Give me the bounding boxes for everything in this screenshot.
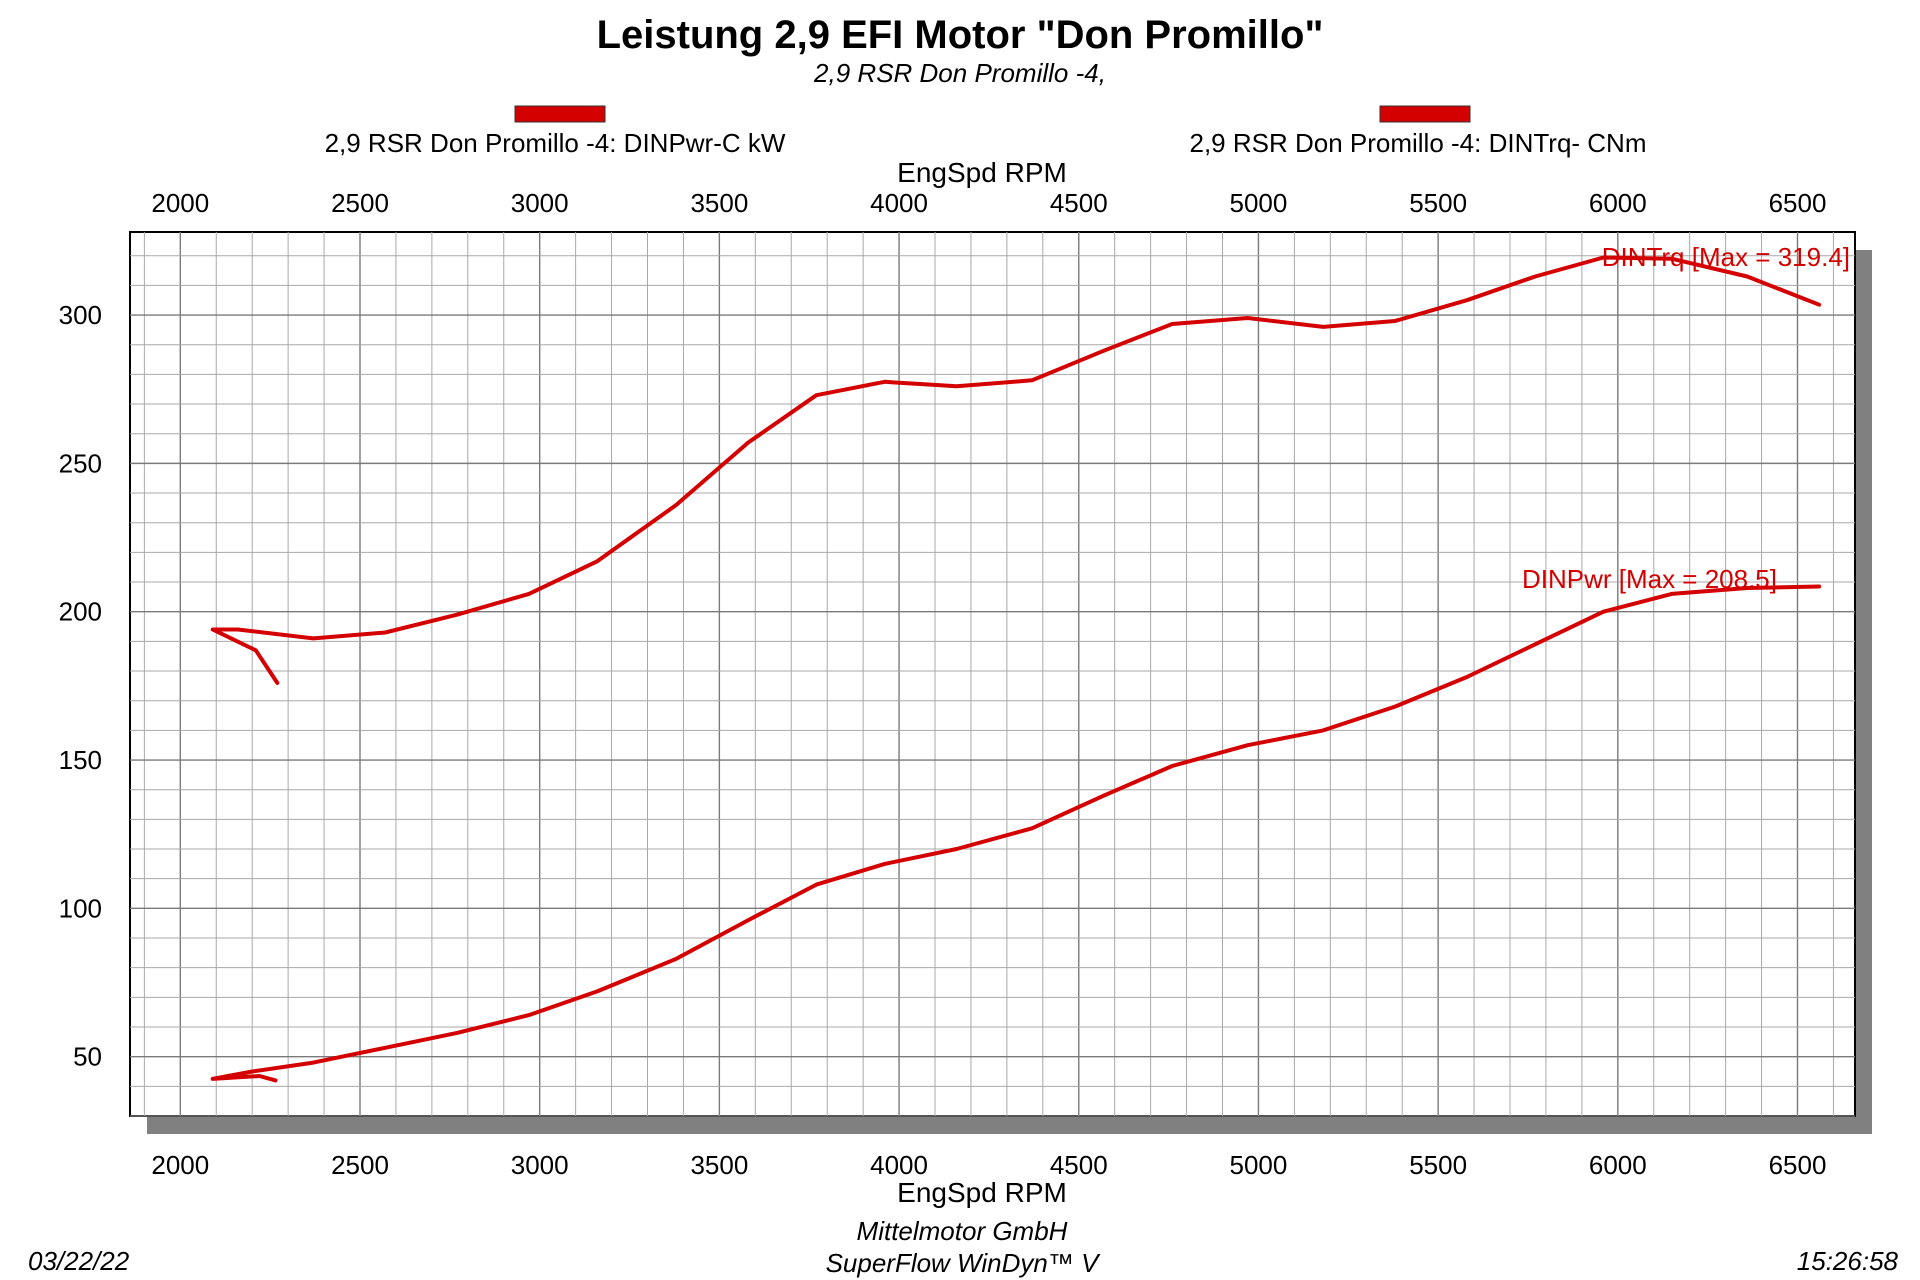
legend-swatch-torque [1379,105,1471,123]
series-line-power [210,584,1822,1083]
x-tick-label-top: 5500 [1409,188,1467,218]
x-tick-label-bottom: 2000 [151,1150,209,1180]
chart-subtitle: 2,9 RSR Don Promillo -4, [813,58,1106,88]
y-tick-label: 100 [59,893,102,923]
max-label-torque: DINTrq [Max = 319.4] [1602,242,1850,272]
x-tick-label-bottom: 3000 [511,1150,569,1180]
footer-time: 15:26:58 [1797,1246,1899,1276]
x-tick-label-bottom: 4500 [1050,1150,1108,1180]
tick-labels: 2000 2000 2500 2500 3000 3000 3500 3500 4000 4000… [59,188,1827,1180]
y-tick-label: 150 [59,745,102,775]
chart-title: Leistung 2,9 EFI Motor "Don Promillo" [597,13,1324,57]
max-label-power: DINPwr [Max = 208.5] [1522,564,1777,594]
x-tick-label-top: 3500 [690,188,748,218]
x-tick-label-bottom: 6000 [1589,1150,1647,1180]
x-tick-label-bottom: 5000 [1230,1150,1288,1180]
footer-software: SuperFlow WinDyn™ V [826,1248,1102,1278]
legend-swatch-power [514,105,606,123]
x-tick-label-top: 5000 [1230,188,1288,218]
x-axis-title-bottom: EngSpd RPM [897,1177,1067,1208]
x-tick-label-top: 2500 [331,188,389,218]
legend-label-power: 2,9 RSR Don Promillo -4: DINPwr-C kW [325,128,786,158]
y-tick-label: 250 [59,448,102,478]
x-tick-label-bottom: 2500 [331,1150,389,1180]
y-tick-label: 200 [59,597,102,627]
grid [130,232,1855,1117]
series-lines [210,255,1822,1083]
x-tick-label-bottom: 3500 [690,1150,748,1180]
x-tick-label-top: 6000 [1589,188,1647,218]
footer-company: Mittelmotor GmbH [857,1216,1068,1246]
x-tick-label-top: 3000 [511,188,569,218]
footer-date: 03/22/22 [28,1246,130,1276]
y-tick-label: 300 [59,300,102,330]
x-tick-label-bottom: 5500 [1409,1150,1467,1180]
series-line-torque [210,255,1822,685]
y-tick-label: 50 [73,1042,102,1072]
x-tick-label-top: 2000 [151,188,209,218]
x-tick-label-bottom: 4000 [870,1150,928,1180]
plot-area [129,231,1856,1117]
legend-label-torque: 2,9 RSR Don Promillo -4: DINTrq- CNm [1189,128,1646,158]
x-tick-label-top: 6500 [1769,188,1827,218]
x-tick-label-top: 4000 [870,188,928,218]
x-tick-label-bottom: 6500 [1769,1150,1827,1180]
x-tick-label-top: 4500 [1050,188,1108,218]
x-axis-title-top: EngSpd RPM [897,157,1067,188]
